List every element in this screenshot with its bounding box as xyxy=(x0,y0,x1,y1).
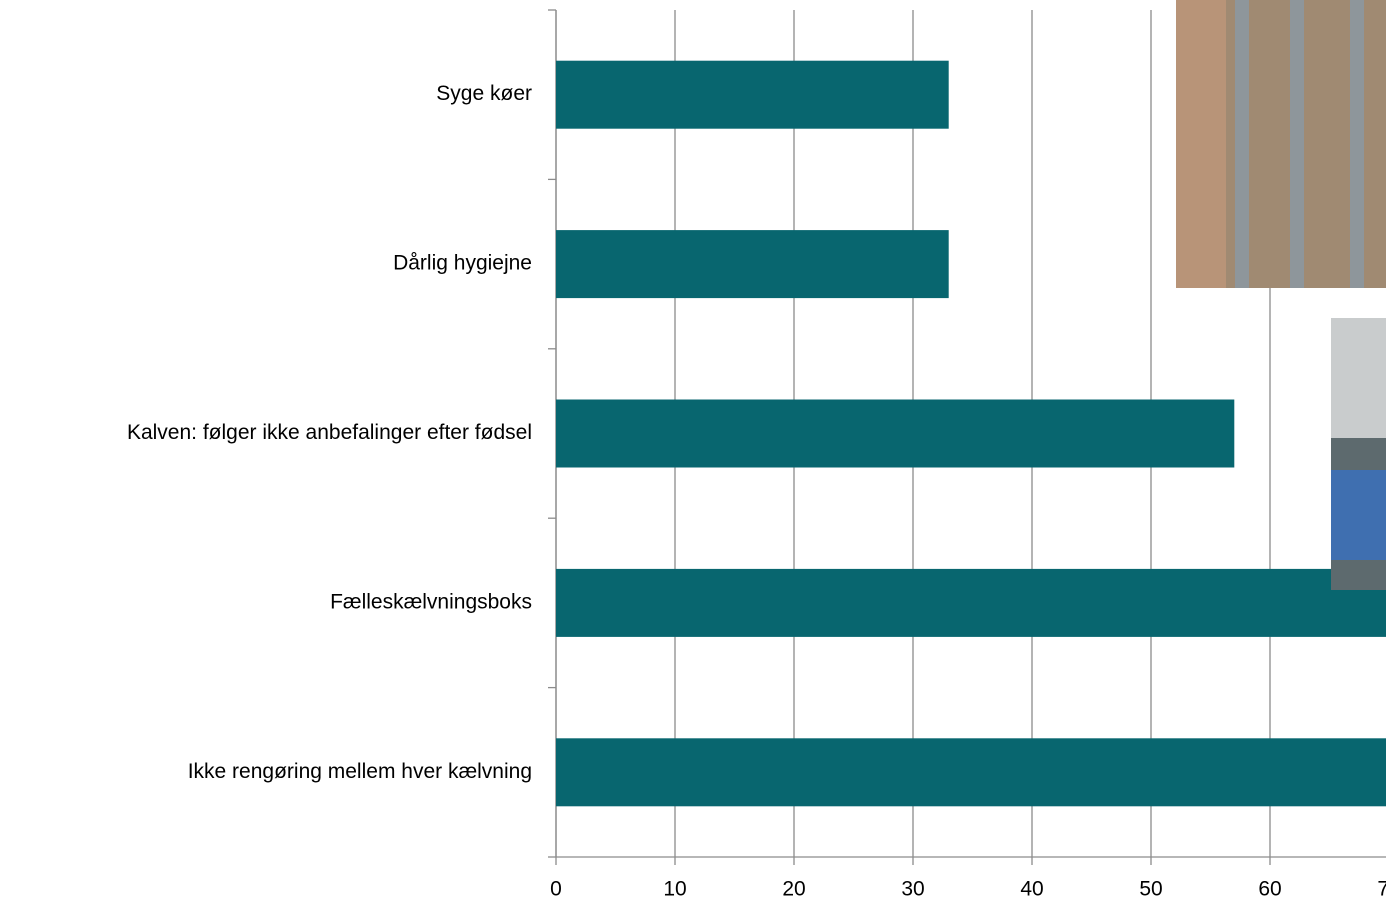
bar xyxy=(556,230,949,299)
x-tick-label: 70 xyxy=(1377,878,1386,901)
y-tick-label: Syge køer xyxy=(436,82,532,105)
x-tick-label: 40 xyxy=(1020,878,1043,901)
bar xyxy=(556,60,949,129)
y-tick-label: Fælleskælvningsboks xyxy=(330,590,532,613)
y-tick-label: Kalven: følger ikke anbefalinger efter f… xyxy=(127,421,532,444)
x-tick-label: 20 xyxy=(782,878,805,901)
x-tick-label: 0 xyxy=(550,878,562,901)
bar xyxy=(556,568,1386,637)
bar xyxy=(556,399,1235,468)
x-tick-label: 60 xyxy=(1258,878,1281,901)
x-tick-label: 10 xyxy=(663,878,686,901)
x-tick-label: 30 xyxy=(901,878,924,901)
x-tick-label: 50 xyxy=(1139,878,1162,901)
bar xyxy=(556,738,1386,807)
y-tick-label: Dårlig hygiejne xyxy=(393,252,532,275)
y-tick-label: Ikke rengøring mellem hver kælvning xyxy=(188,760,532,783)
